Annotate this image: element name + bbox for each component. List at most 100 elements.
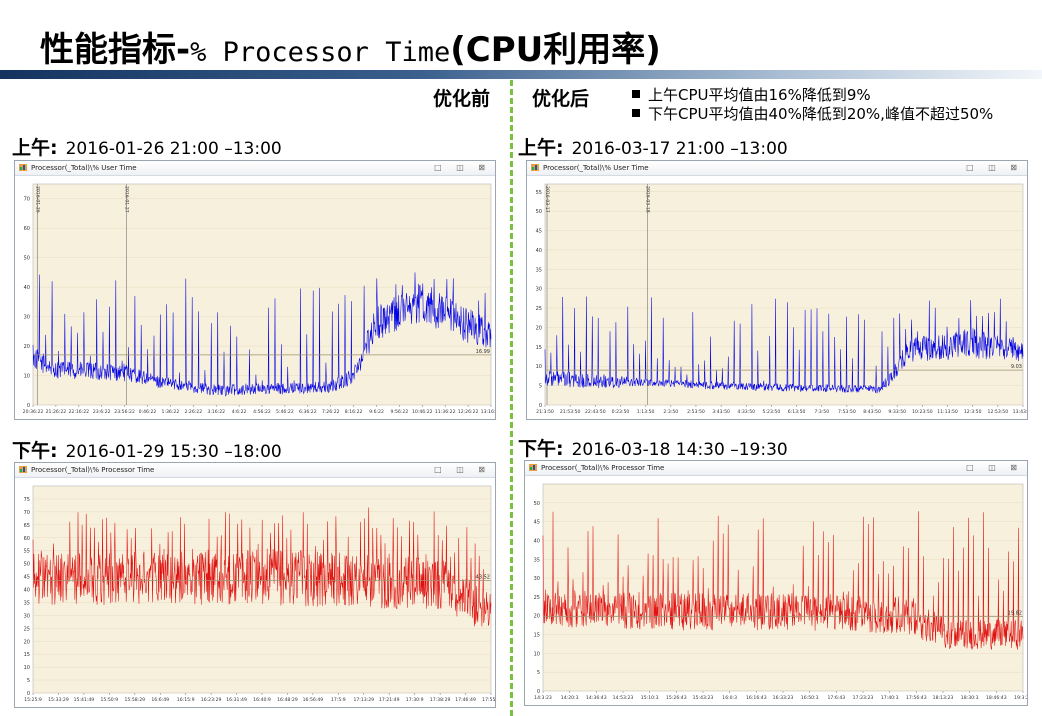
y-tick-label: 15 (536, 345, 542, 351)
x-tick-label: 15:33:29 (48, 697, 69, 703)
y-tick-label: 30 (534, 576, 540, 582)
x-tick-label: 14:20:3 (561, 695, 579, 701)
y-tick-label: 25 (534, 595, 540, 601)
x-tick-label: 17:38:29 (430, 697, 451, 703)
x-tick-label: 17:6:43 (827, 695, 845, 701)
y-tick-label: 40 (534, 538, 540, 544)
bullet-square-icon (632, 90, 640, 98)
y-tick-label: 30 (24, 315, 30, 321)
date-marker-label: 2016-01-26 (34, 186, 40, 213)
x-tick-label: 6:13:50 (788, 409, 806, 415)
series-line (32, 507, 492, 627)
x-tick-label: 8:43:50 (863, 409, 881, 415)
x-tick-label: 14:3:23 (534, 695, 552, 701)
x-tick-label: 4:56:22 (253, 409, 271, 415)
period-range: 2016-03-18 14:30 –19:30 (571, 440, 788, 460)
x-tick-label: 16:31:49 (226, 697, 247, 703)
chart-panel-pm-before: Processor(_Total)\% Processor Time □ ◫ ⊠ … (14, 462, 496, 708)
note-item: 上午CPU平均值由16%降低到9% (632, 86, 993, 105)
x-tick-label: 7:26:22 (322, 409, 340, 415)
period-label: 下午: (12, 440, 58, 462)
x-tick-label: 15:50:9 (100, 697, 118, 703)
average-value-label: 19.82 (1008, 610, 1022, 616)
y-tick-label: 5 (27, 678, 30, 684)
x-tick-label: 2:53:50 (687, 409, 705, 415)
y-tick-label: 45 (534, 520, 540, 526)
x-tick-label: 21:26:22 (46, 409, 67, 415)
x-tick-label: 0:23:50 (612, 409, 630, 415)
y-tick-label: 25 (536, 306, 542, 312)
chart-am-before: 0 10 20 30 40 50 60 70 20:36:22 21:26:22 22:16:22 2… (23, 183, 496, 415)
x-tick-label: 11:13:50 (937, 409, 958, 415)
y-tick-label: 70 (24, 197, 30, 203)
series-line (542, 511, 1024, 650)
x-tick-label: 6:36:22 (299, 409, 317, 415)
chart-panel-header: Processor(_Total)\% Processor Time □ ◫ ⊠ (15, 463, 495, 478)
x-tick-label: 9:56:22 (391, 409, 409, 415)
title-main: 性能指标- (40, 30, 191, 70)
x-tick-label: 16:6:49 (151, 697, 169, 703)
x-tick-label: 13:16:22 (481, 409, 496, 415)
x-tick-label: 7:53:50 (838, 409, 856, 415)
window-controls[interactable]: □ ◫ ⊠ (434, 465, 491, 474)
x-tick-label: 17:13:29 (353, 697, 374, 703)
y-tick-label: 0 (537, 689, 540, 695)
x-tick-label: 10:46:22 (412, 409, 433, 415)
x-tick-label: 15:26:43 (666, 695, 687, 701)
y-tick-label: 10 (24, 665, 30, 671)
x-tick-label: 17:40:3 (881, 695, 899, 701)
y-tick-label: 30 (536, 287, 542, 293)
note-item: 下午CPU平均值由40%降低到20%,峰值不超过50% (632, 105, 993, 124)
chart-window-icon (529, 464, 537, 471)
date-marker-label: 2016-03-18 (644, 186, 650, 213)
before-after-divider (510, 80, 513, 716)
x-tick-label: 14:53:23 (613, 695, 634, 701)
y-tick-label: 20 (536, 325, 542, 331)
chart-panel-am-after: Processor(_Total)\% User Time □ ◫ ⊠ 0 5 10 1… (526, 160, 1028, 420)
y-tick-label: 30 (24, 613, 30, 619)
x-tick-label: 2:3:50 (663, 409, 678, 415)
x-tick-label: 22:16:22 (68, 409, 89, 415)
x-tick-label: 16:0:3 (722, 695, 737, 701)
window-controls[interactable]: □ ◫ ⊠ (966, 163, 1023, 172)
y-tick-label: 15 (534, 633, 540, 639)
x-tick-label: 16:33:23 (773, 695, 794, 701)
x-tick-label: 14:36:43 (586, 695, 607, 701)
x-tick-label: 18:46:43 (986, 695, 1007, 701)
x-tick-label: 17:23:23 (853, 695, 874, 701)
y-tick-label: 20 (24, 639, 30, 645)
y-tick-label: 55 (536, 190, 542, 196)
summary-notes: 上午CPU平均值由16%降低到9% 下午CPU平均值由40%降低到20%,峰值不… (632, 86, 993, 124)
period-label: 上午: (518, 137, 564, 159)
y-tick-label: 40 (24, 285, 30, 291)
y-tick-label: 65 (24, 523, 30, 529)
y-tick-label: 10 (534, 651, 540, 657)
y-tick-label: 45 (24, 575, 30, 581)
x-tick-label: 15:10:3 (641, 695, 659, 701)
y-tick-label: 60 (24, 226, 30, 232)
chart-panel-header: Processor(_Total)\% User Time □ ◫ ⊠ (15, 161, 495, 176)
average-value-label: 43.52 (476, 574, 490, 580)
period-am-after: 上午: 2016-03-17 21:00 –13:00 (518, 133, 788, 160)
chart-window-icon (19, 164, 27, 171)
window-controls[interactable]: □ ◫ ⊠ (966, 463, 1023, 472)
x-tick-label: 16:40:9 (253, 697, 271, 703)
date-marker-label: 2016-01-27 (124, 186, 130, 213)
y-tick-label: 75 (24, 497, 30, 503)
window-controls[interactable]: □ ◫ ⊠ (434, 163, 491, 172)
page-title: 性能指标-% Processor Time(CPU利用率) (40, 22, 661, 71)
y-tick-label: 60 (24, 536, 30, 542)
average-value-label: 9.03 (1011, 364, 1022, 370)
note-text: 上午CPU平均值由16%降低到9% (648, 86, 871, 104)
y-tick-label: 10 (536, 364, 542, 370)
x-tick-label: 0:46:22 (139, 409, 157, 415)
y-tick-label: 50 (536, 209, 542, 215)
x-tick-label: 4:6:22 (232, 409, 247, 415)
y-tick-label: 40 (24, 588, 30, 594)
period-label: 上午: (12, 137, 58, 159)
y-tick-label: 50 (24, 562, 30, 568)
x-tick-label: 15:41:49 (74, 697, 95, 703)
y-tick-label: 45 (536, 229, 542, 235)
period-range: 2016-01-29 15:30 –18:00 (65, 442, 282, 462)
chart-window-title: Processor(_Total)\% User Time (543, 164, 649, 172)
